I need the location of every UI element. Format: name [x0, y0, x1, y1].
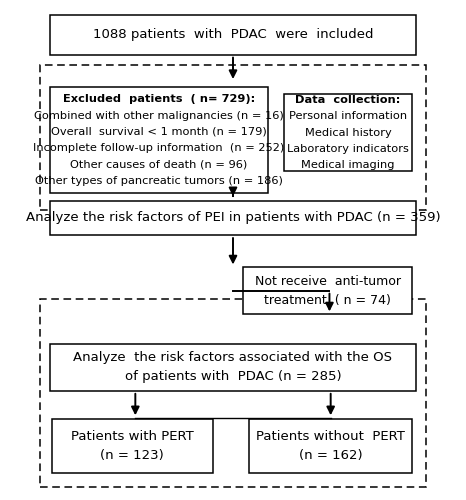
Text: Patients without  PERT
(n = 162): Patients without PERT (n = 162) — [256, 430, 405, 462]
FancyBboxPatch shape — [50, 200, 416, 235]
Text: Incomplete follow-up information  (n = 252): Incomplete follow-up information (n = 25… — [33, 143, 284, 153]
Text: Excluded  patients  ( n= 729):: Excluded patients ( n= 729): — [62, 94, 255, 104]
Text: Data  collection:: Data collection: — [295, 95, 401, 105]
Text: Overall  survival < 1 month (n = 179): Overall survival < 1 month (n = 179) — [51, 127, 267, 137]
Text: Analyze the risk factors of PEI in patients with PDAC (n = 359): Analyze the risk factors of PEI in patie… — [26, 212, 440, 224]
Text: Patients with PERT
(n = 123): Patients with PERT (n = 123) — [71, 430, 194, 462]
FancyBboxPatch shape — [243, 268, 412, 314]
Text: Other causes of death (n = 96): Other causes of death (n = 96) — [70, 160, 247, 170]
Text: Analyze  the risk factors associated with the OS
of patients with  PDAC (n = 285: Analyze the risk factors associated with… — [74, 352, 392, 384]
FancyBboxPatch shape — [50, 87, 267, 193]
FancyBboxPatch shape — [50, 344, 416, 391]
FancyBboxPatch shape — [52, 419, 212, 474]
Text: Not receive  anti-tumor
treatment  ( n = 74): Not receive anti-tumor treatment ( n = 7… — [254, 275, 401, 307]
Text: Medical history: Medical history — [305, 128, 391, 138]
FancyBboxPatch shape — [50, 15, 416, 54]
FancyBboxPatch shape — [284, 94, 412, 171]
FancyBboxPatch shape — [40, 64, 426, 210]
Text: 1088 patients  with  PDAC  were  included: 1088 patients with PDAC were included — [93, 28, 373, 42]
Text: Medical imaging: Medical imaging — [301, 160, 395, 170]
Text: Other types of pancreatic tumors (n = 186): Other types of pancreatic tumors (n = 18… — [35, 176, 283, 186]
FancyBboxPatch shape — [249, 419, 412, 474]
Text: Combined with other malignancies (n = 16): Combined with other malignancies (n = 16… — [34, 110, 284, 120]
FancyBboxPatch shape — [40, 300, 426, 488]
Text: Laboratory indicators: Laboratory indicators — [287, 144, 409, 154]
Text: Personal information: Personal information — [289, 112, 407, 122]
